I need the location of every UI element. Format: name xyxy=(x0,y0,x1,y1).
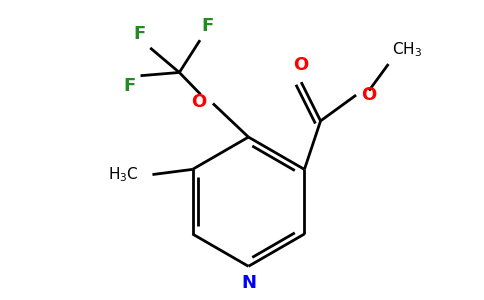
Text: CH$_3$: CH$_3$ xyxy=(392,40,422,59)
Text: O: O xyxy=(294,56,309,74)
Text: F: F xyxy=(123,77,136,95)
Text: H$_3$C: H$_3$C xyxy=(107,165,138,184)
Text: F: F xyxy=(201,17,213,35)
Text: F: F xyxy=(134,26,146,44)
Text: O: O xyxy=(361,86,377,104)
Text: O: O xyxy=(191,93,207,111)
Text: N: N xyxy=(241,274,256,292)
